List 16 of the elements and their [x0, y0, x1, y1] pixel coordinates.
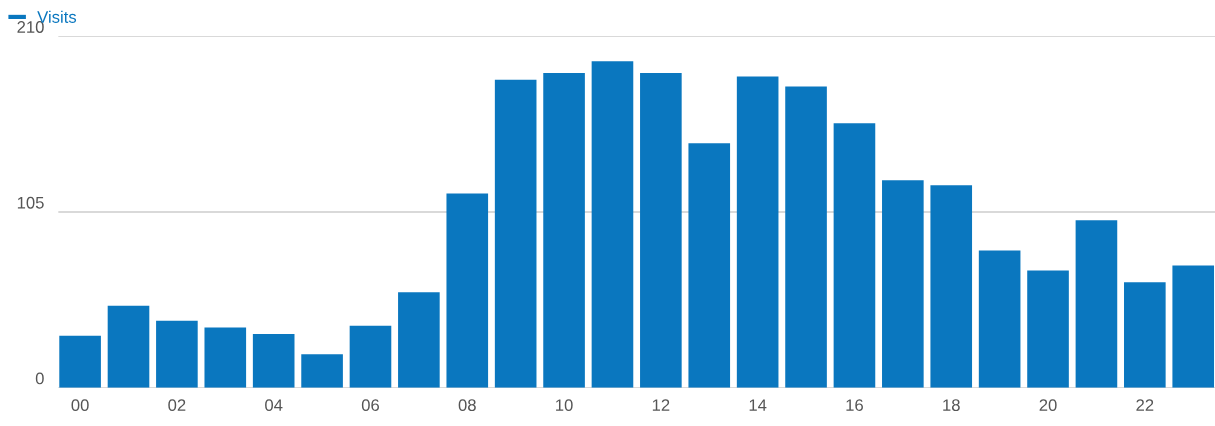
- x-tick-label: 14: [749, 399, 767, 411]
- legend-label: Visits: [37, 10, 77, 23]
- x-tick-label: 02: [168, 399, 186, 412]
- y-tick-label: 210: [17, 21, 44, 33]
- x-tick-label: 18: [943, 399, 960, 412]
- x-tick-label: 06: [361, 399, 380, 412]
- x-tick-label: 22: [1136, 399, 1154, 411]
- y-tick-label: 0: [35, 372, 44, 385]
- x-tick-label: 12: [652, 399, 670, 411]
- x-tick-label: 00: [71, 399, 89, 412]
- x-tick-label: 20: [1039, 399, 1057, 412]
- x-tick-label: 10: [556, 399, 573, 412]
- y-tick-label: 105: [17, 196, 44, 209]
- x-tick-label: 08: [458, 399, 476, 412]
- x-tick-label: 16: [846, 399, 863, 412]
- x-tick-label: 04: [265, 399, 283, 412]
